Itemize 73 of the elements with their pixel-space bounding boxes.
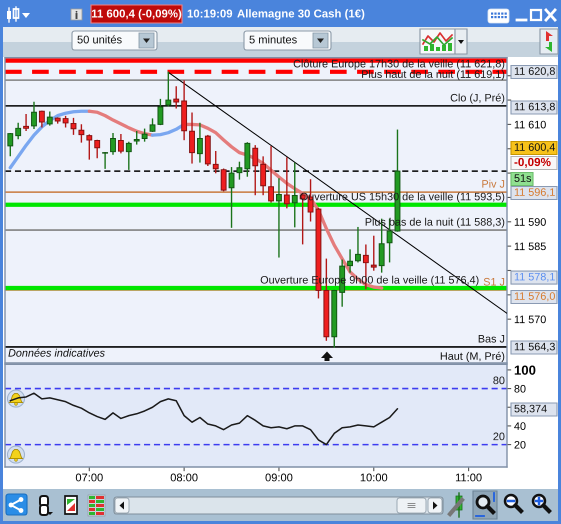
text: -0,09% xyxy=(514,158,551,168)
candlestick xyxy=(70,118,76,135)
candlestick xyxy=(268,146,274,203)
candlestick xyxy=(78,124,84,143)
candlestick xyxy=(31,102,37,129)
text: 58,374 xyxy=(514,404,547,414)
candlestick xyxy=(228,167,234,228)
text: 11 564,3 xyxy=(514,342,555,352)
candlestick xyxy=(38,110,45,128)
candlestick xyxy=(173,86,180,109)
candlestick xyxy=(196,122,203,163)
candlestick xyxy=(62,116,69,128)
x-tick-label: 10:00 xyxy=(360,474,388,482)
ref-line-label: 20 xyxy=(493,432,504,440)
y-tick-label: 40 xyxy=(514,422,526,430)
candlestick xyxy=(260,156,266,196)
candlestick xyxy=(126,142,132,170)
y-tick-label: 11 610 xyxy=(514,120,546,128)
candlestick xyxy=(284,157,290,208)
candlestick xyxy=(23,114,30,131)
candlestick xyxy=(189,112,195,164)
chart-title: Allemagne 30 Cash (1€) xyxy=(237,9,364,20)
annotation: Données indicatives xyxy=(8,348,105,357)
y-tick-label: 11 585 xyxy=(514,242,546,250)
candlestick xyxy=(7,132,14,156)
candlestick xyxy=(370,236,377,271)
text: 11 576,0 xyxy=(514,292,555,302)
candlestick xyxy=(347,249,353,273)
text: 50 unités xyxy=(77,35,122,44)
candlestick xyxy=(165,72,172,107)
candlestick xyxy=(292,162,298,228)
candlestick xyxy=(220,168,227,192)
ref-line-label: Piv J xyxy=(482,180,504,188)
candlestick xyxy=(118,134,124,154)
text: 10:19:09 xyxy=(188,9,232,18)
annotation: Haut (M, Pré) xyxy=(440,352,504,362)
y-tick-label: 80 xyxy=(514,384,526,393)
text: 11 596,1 xyxy=(514,188,555,198)
ref-line-label: S1 J xyxy=(484,278,504,286)
text: 11 578,1 xyxy=(514,272,555,282)
text: 11 620,8 xyxy=(514,67,555,76)
x-tick-label: 09:00 xyxy=(265,474,292,482)
x-tick-label: 08:00 xyxy=(170,474,198,482)
chart-subtitle: 11 600,4 (-0,09%) xyxy=(92,9,182,20)
y-tick-label: 20 xyxy=(514,440,526,449)
candlestick xyxy=(276,178,282,258)
candlestick xyxy=(157,98,164,126)
candlestick xyxy=(110,132,116,155)
ref-line-label: Bas J xyxy=(478,335,504,343)
candlestick xyxy=(86,134,92,160)
candlestick xyxy=(355,226,361,262)
text: 11 600,4 xyxy=(514,143,556,152)
x-tick-label: 07:00 xyxy=(76,474,103,482)
candlestick xyxy=(94,140,100,158)
y-tick-label: 11 590 xyxy=(514,218,546,226)
y-tick-label: 11 570 xyxy=(514,316,546,324)
candlestick xyxy=(212,150,219,174)
text: 51s xyxy=(514,174,532,182)
text: 5 minutes xyxy=(249,35,297,44)
candlestick xyxy=(46,112,53,126)
candlestick xyxy=(15,122,22,140)
x-tick-label: 11:00 xyxy=(456,474,482,482)
candlestick xyxy=(150,118,156,132)
candlestick xyxy=(252,145,258,196)
candlestick xyxy=(102,152,108,169)
ref-line-label: 80 xyxy=(493,376,504,384)
candlestick xyxy=(236,162,242,180)
text: 11 613,8 xyxy=(514,102,555,112)
ref-line-label: Clo (J, Pré) xyxy=(450,93,504,104)
y-tick-label: 100 xyxy=(514,365,536,375)
candlestick xyxy=(142,128,148,142)
line-series xyxy=(8,110,91,170)
candlestick xyxy=(134,131,140,145)
